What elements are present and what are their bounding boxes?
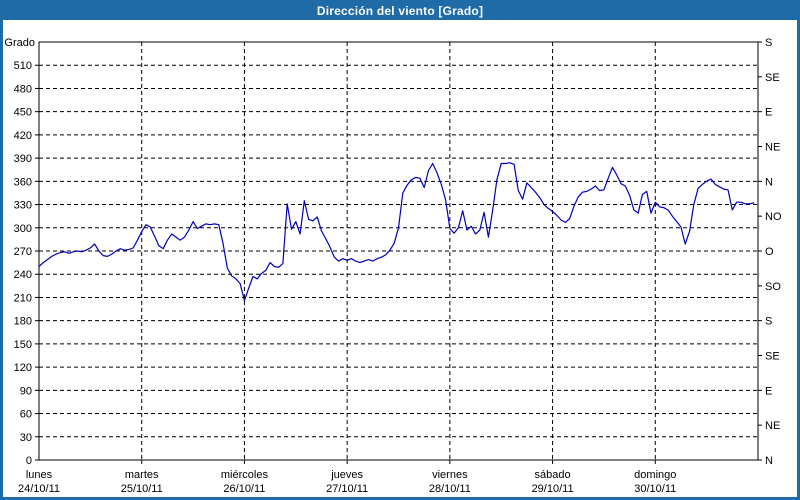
x-axis-date-label: 26/10/11 [223,483,265,495]
y-axis-tick-label: 150 [14,339,32,351]
x-axis-day-label: martes [125,469,159,481]
compass-axis-label: N [765,455,773,467]
compass-axis-label: N [765,176,773,188]
y-axis-tick-label: 240 [14,269,32,281]
chart-title-bar: Dirección del viento [Grado] [3,3,797,20]
y-axis-tick-label: 120 [14,362,32,374]
y-axis-tick-label: 510 [14,60,32,72]
x-axis-date-label: 28/10/11 [429,483,471,495]
y-axis-tick-label: 180 [14,316,32,328]
compass-axis-label: E [765,107,772,119]
y-axis-tick-label: 210 [14,292,32,304]
x-axis-date-label: 30/10/11 [634,483,676,495]
y-axis-tick-label: 30 [20,432,32,444]
y-axis-title: Grado [4,37,35,49]
compass-axis-label: O [765,246,774,258]
wind-direction-series-line [38,162,755,302]
x-axis-day-label: viernes [432,469,468,481]
y-axis-tick-label: 420 [14,130,32,142]
compass-axis-label: SO [765,281,781,293]
y-axis-tick-label: 0 [26,455,32,467]
y-axis-tick-label: 360 [14,176,32,188]
x-axis-day-label: sábado [535,469,571,481]
compass-axis-label: NO [765,211,782,223]
y-axis-tick-label: 270 [14,246,32,258]
x-axis-date-label: 24/10/11 [18,483,60,495]
x-axis-day-label: lunes [26,469,53,481]
compass-axis-label: S [765,316,772,328]
compass-axis-label: S [765,37,772,49]
x-axis-day-label: jueves [330,469,363,481]
y-axis-tick-label: 450 [14,107,32,119]
x-axis-day-label: miércoles [221,469,269,481]
x-axis-day-label: domingo [634,469,676,481]
y-axis-tick-label: 330 [14,200,32,212]
x-axis-date-label: 27/10/11 [326,483,368,495]
x-axis-date-label: 25/10/11 [121,483,163,495]
compass-axis-label: NE [765,142,780,154]
compass-axis-label: E [765,385,772,397]
compass-axis-label: SE [765,72,780,84]
y-axis-tick-label: 390 [14,153,32,165]
y-axis-tick-label: 480 [14,83,32,95]
y-axis-tick-label: 90 [20,385,32,397]
compass-axis-label: NE [765,420,780,432]
x-axis-date-label: 29/10/11 [532,483,574,495]
compass-axis-label: SE [765,351,780,363]
y-axis-tick-label: 300 [14,223,32,235]
y-axis-tick-label: 60 [20,409,32,421]
